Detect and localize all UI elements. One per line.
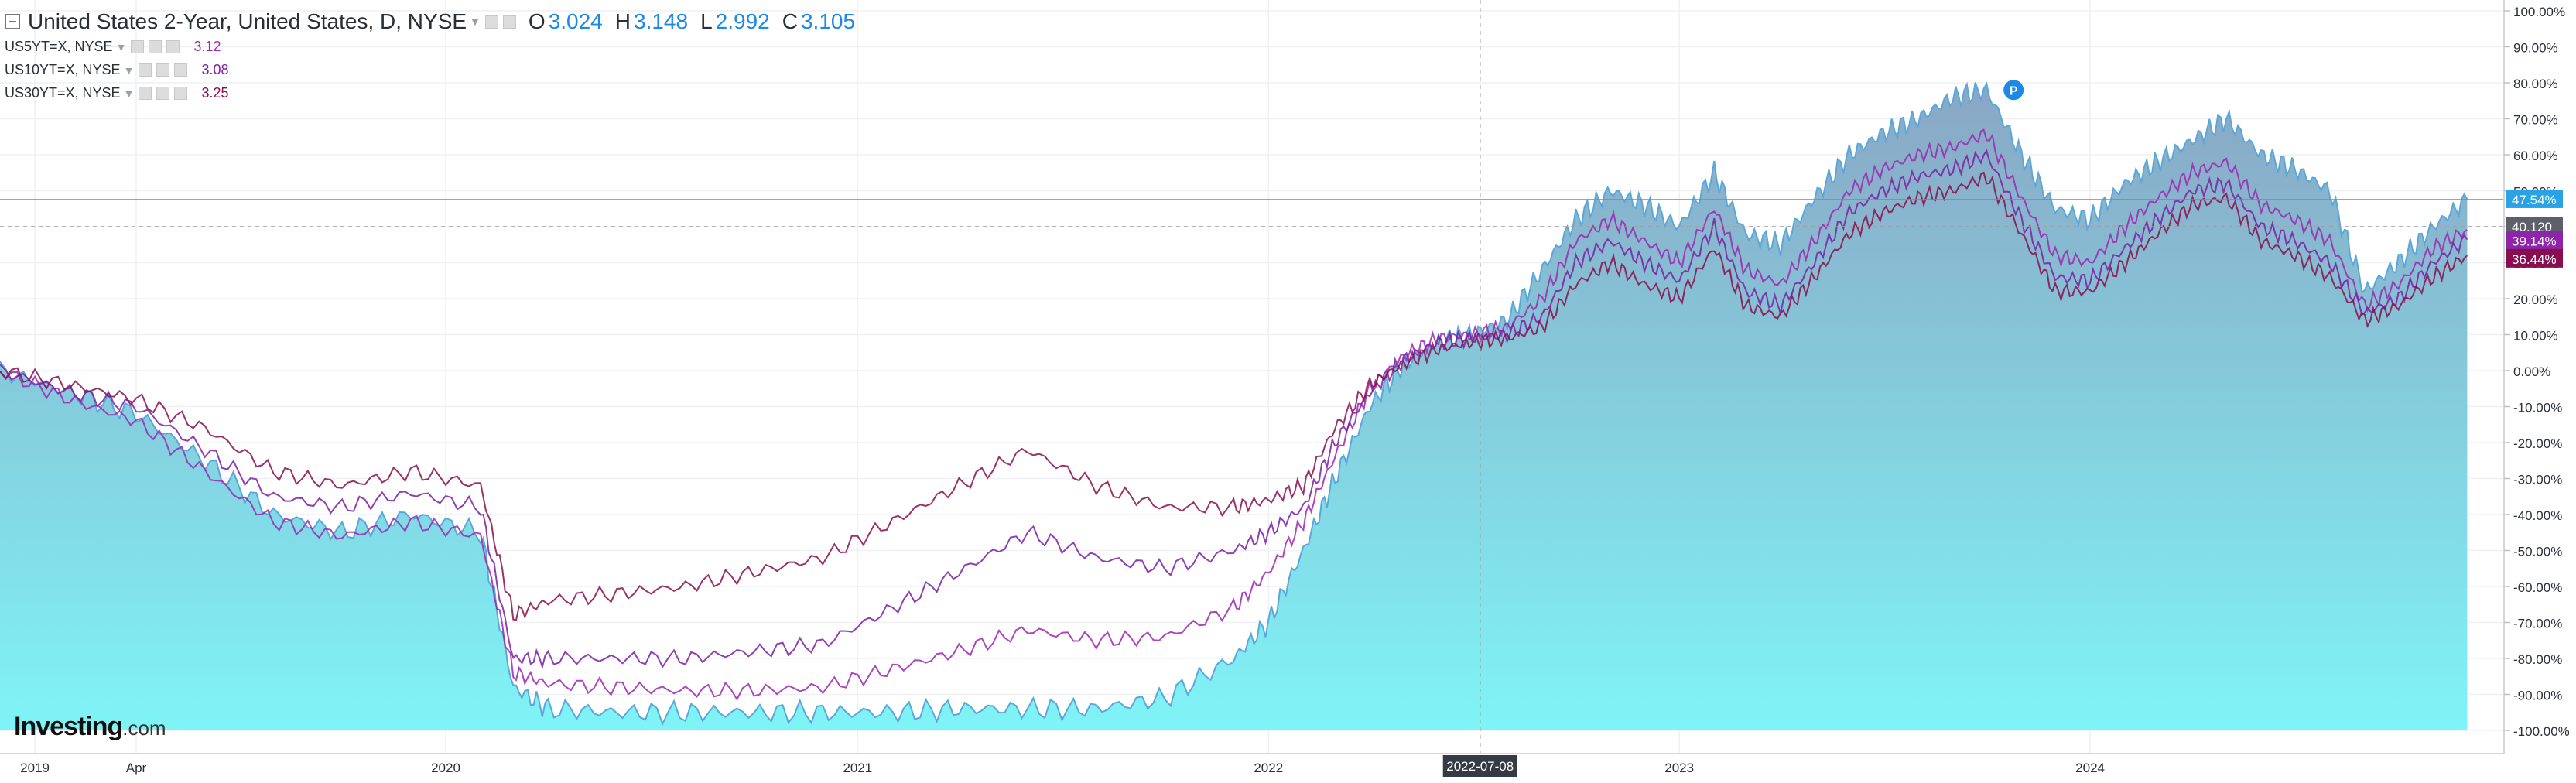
area-fill-2y [0,82,2468,730]
overlay-name: US5YT=X, NYSE [5,39,113,54]
x-tick-label: Apr [126,761,147,775]
y-axis[interactable]: 100.00%90.00%80.00%70.00%60.00%50.00%40.… [2503,0,2570,754]
line-series-3 [0,171,2468,621]
high-value: 3.148 [634,9,689,33]
line-series-1 [0,128,2468,701]
value-tag-label: 39.14% [2512,234,2557,249]
x-tick-label: 2024 [2075,761,2105,775]
high-label: H [614,9,631,33]
y-tick-label: -10.00% [2513,401,2562,415]
close-icon[interactable] [174,63,188,77]
x-tick-label: 2020 [431,761,460,775]
dividend-marker[interactable]: P [2003,80,2024,101]
y-tick-label: 10.00% [2513,329,2558,344]
visibility-icon[interactable] [131,40,145,53]
y-tick-label: -70.00% [2513,617,2562,631]
low-label: L [700,9,713,33]
settings-icon[interactable] [156,87,170,100]
chevron-down-icon[interactable]: ▼ [470,15,481,28]
y-tick-label: -80.00% [2513,652,2562,667]
y-tick-label: -30.00% [2513,473,2562,487]
y-tick-label: -40.00% [2513,508,2562,523]
y-tick-label: 80.00% [2513,77,2558,91]
close-icon[interactable] [166,40,180,53]
y-tick-label: 90.00% [2513,41,2558,56]
overlay-legend-us10y[interactable]: US10YT=X, NYSE ▼ 3.08 [5,62,228,78]
overlay-name: US30YT=X, NYSE [5,85,121,101]
x-tick-label: 2022 [1254,761,1283,775]
open-value: 3.024 [548,9,603,33]
overlay-legend-us5y[interactable]: US5YT=X, NYSE ▼ 3.12 [5,39,221,55]
y-tick-label: 70.00% [2513,113,2558,128]
chevron-down-icon[interactable]: ▼ [115,40,127,53]
chevron-down-icon[interactable]: ▼ [123,87,135,100]
event-marker-letter: P [2010,84,2018,97]
logo-text: Investing [14,712,123,741]
overlay-value: 3.12 [193,39,221,54]
value-tag-bg [2506,231,2563,250]
close-icon[interactable] [174,87,188,100]
settings-icon[interactable] [502,15,516,29]
overlay-name: US10YT=X, NYSE [5,62,121,77]
y-tick-label: -100.00% [2513,724,2570,739]
settings-icon[interactable] [149,40,162,53]
y-tick-label: 20.00% [2513,292,2558,307]
value-tag-bg [2506,189,2563,208]
line-series-layer [0,128,2468,701]
value-tag-label: 47.54% [2512,193,2557,207]
open-label: O [528,9,546,33]
investing-logo: Investing.com [14,712,166,742]
value-tag-label: 40.120 [2512,220,2552,234]
y-tick-label: 0.00% [2513,364,2550,379]
event-marker-icon[interactable] [2003,80,2024,101]
y-tick-label: -20.00% [2513,436,2562,451]
close-label: C [782,9,798,33]
line-2y [0,81,2468,727]
area-series-2y [0,81,2468,730]
settings-icon[interactable] [156,63,170,77]
low-value: 2.992 [715,9,770,33]
y-tick-label: -60.00% [2513,580,2562,595]
logo-suffix: .com [122,716,166,740]
y-tick-label: 100.00% [2513,5,2565,19]
y-tick-label: -90.00% [2513,689,2562,703]
crosshair: 2022-07-08 [0,0,2504,777]
x-axis[interactable]: 2019 Apr 2020 2021 2022 2023 2024 [0,753,2504,775]
overlay-value: 3.25 [201,85,229,101]
main-series-legend[interactable]: United States 2-Year, United States, D, … [5,9,855,34]
y-tick-label: 60.00% [2513,149,2558,163]
x-tick-label: 2023 [1664,761,1694,775]
collapse-legend-button[interactable] [5,14,20,29]
visibility-icon[interactable] [139,87,152,100]
line-series-2 [0,149,2468,670]
crosshair-date-label: 2022-07-08 [1446,759,1514,774]
close-value: 3.105 [800,9,856,33]
x-tick-label: 2019 [20,761,50,775]
value-tag-bg [2506,248,2563,268]
visibility-icon[interactable] [484,15,498,29]
value-tag-label: 36.44% [2512,252,2557,267]
y-tick-label: -50.00% [2513,545,2562,559]
crosshair-date-bg [1442,755,1517,777]
chevron-down-icon[interactable]: ▼ [123,63,135,77]
main-series-title: United States 2-Year, United States, D, … [28,9,467,33]
visibility-icon[interactable] [139,63,152,77]
x-tick-label: 2021 [843,761,872,775]
overlay-legend-us30y[interactable]: US30YT=X, NYSE ▼ 3.25 [5,85,228,101]
overlay-value: 3.08 [201,62,229,77]
